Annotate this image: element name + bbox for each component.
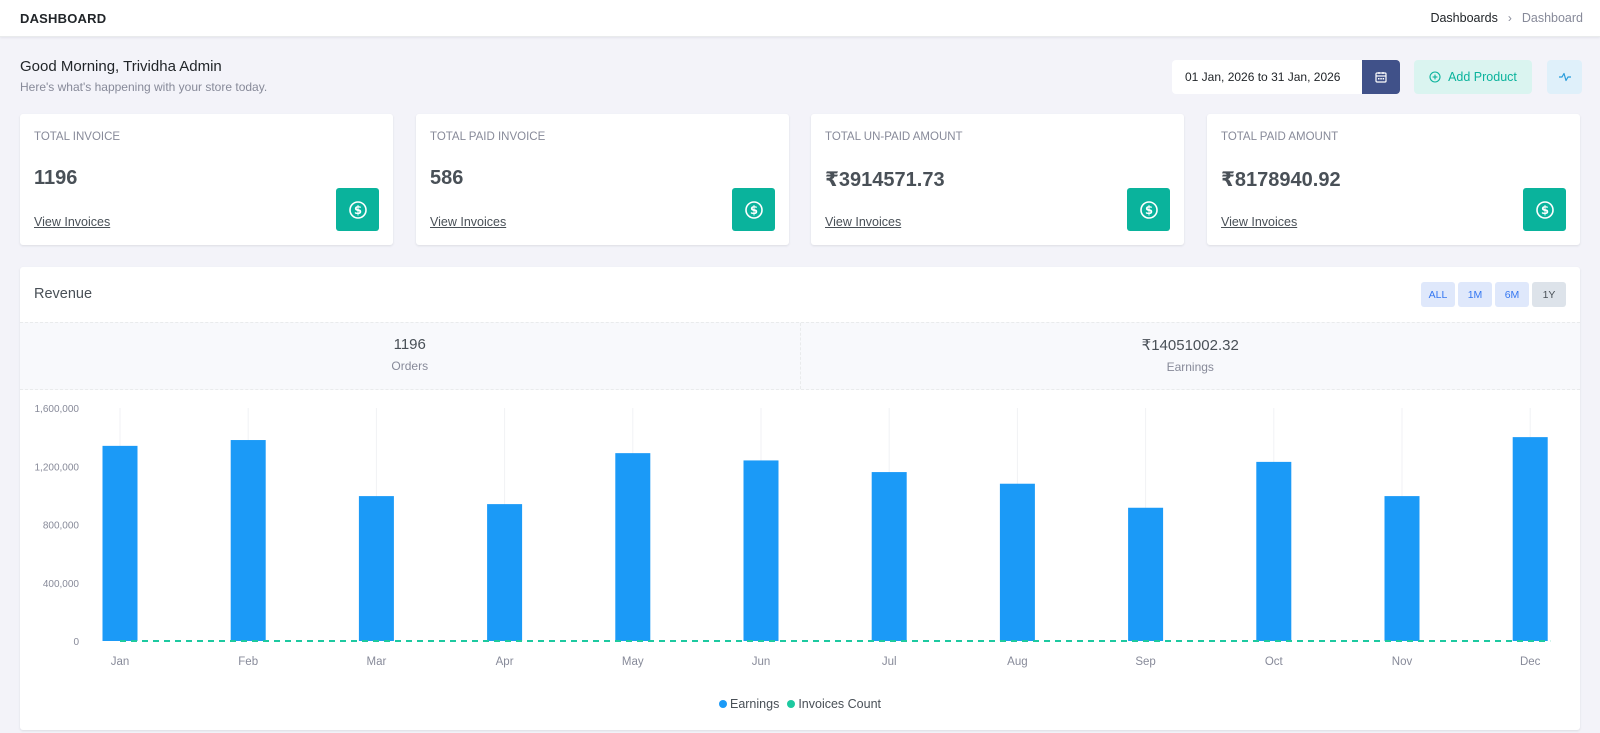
earnings-bar[interactable]: [615, 453, 651, 641]
svg-text:$: $: [353, 203, 361, 217]
earnings-bar[interactable]: [871, 472, 907, 641]
dollar-icon: $: [1535, 200, 1554, 219]
legend-earnings-dot: [718, 700, 727, 708]
x-tick-label: Sep: [1135, 656, 1155, 668]
earnings-label: Earnings: [1166, 360, 1214, 374]
earnings-bar[interactable]: [1128, 507, 1164, 641]
top-bar: DASHBOARD Dashboards › Dashboard: [0, 0, 1600, 37]
pulse-icon: [1558, 72, 1571, 82]
legend-invoices-dot: [787, 700, 796, 708]
breadcrumb: Dashboards › Dashboard: [1430, 11, 1583, 25]
legend-invoices-count[interactable]: Invoices Count: [787, 697, 881, 711]
y-tick-label: 400,000: [43, 579, 80, 590]
breadcrumb-separator-icon: ›: [1507, 11, 1512, 25]
svg-text:$: $: [749, 203, 757, 217]
view-invoices-link[interactable]: View Invoices: [430, 215, 507, 229]
x-tick-label: Jun: [752, 656, 771, 668]
chart-legend: Earnings Invoices Count: [20, 697, 1580, 711]
card-label: TOTAL INVOICE: [34, 131, 121, 143]
card-icon-box: $: [1127, 188, 1170, 231]
add-product-label: Add Product: [1448, 70, 1517, 84]
total-unpaid-amount-card: TOTAL UN-PAID AMOUNT ₹3914571.73 View In…: [811, 114, 1184, 245]
card-label: TOTAL UN-PAID AMOUNT: [825, 131, 963, 143]
earnings-bar[interactable]: [1384, 496, 1420, 641]
earnings-bar[interactable]: [743, 460, 779, 641]
earnings-bar[interactable]: [230, 440, 266, 641]
y-tick-label: 800,000: [43, 521, 80, 532]
card-icon-box: $: [1523, 188, 1566, 231]
x-tick-label: Jan: [111, 656, 130, 668]
y-tick-label: 0: [73, 637, 79, 648]
earnings-bar[interactable]: [1512, 437, 1548, 641]
revenue-card: Revenue ALL 1M 6M 1Y 1196 Orders ₹140510…: [20, 267, 1580, 730]
card-value: 586: [430, 167, 464, 189]
total-paid-invoice-card: TOTAL PAID INVOICE 586 View Invoices $: [416, 114, 789, 245]
card-label: TOTAL PAID INVOICE: [430, 131, 546, 143]
orders-stat: 1196 Orders: [20, 323, 800, 389]
revenue-title: Revenue: [34, 286, 93, 302]
plus-circle-icon: [1429, 71, 1441, 83]
y-tick-label: 1,600,000: [35, 404, 80, 415]
x-tick-label: Jul: [882, 656, 897, 668]
breadcrumb-current: Dashboard: [1521, 11, 1583, 25]
card-icon-box: $: [336, 188, 379, 231]
card-value: 1196: [34, 167, 78, 189]
revenue-chart: 0 400,000 800,000 1,200,000 1,600,000 Jan Feb…: [35, 404, 1551, 668]
total-paid-amount-card: TOTAL PAID AMOUNT ₹8178940.92 View Invoi…: [1207, 114, 1580, 245]
svg-text:$: $: [1144, 203, 1152, 217]
x-tick-label: Aug: [1007, 656, 1027, 668]
x-tick-label: May: [622, 656, 644, 668]
revenue-stats: 1196 Orders ₹14051002.32 Earnings: [20, 322, 1580, 390]
date-range-input[interactable]: 01 Jan, 2026 to 31 Jan, 2026: [1172, 60, 1362, 94]
filter-1m-button[interactable]: 1M: [1458, 282, 1492, 307]
x-tick-label: Apr: [496, 656, 514, 668]
x-tick-label: Mar: [366, 656, 386, 668]
dollar-icon: $: [1139, 200, 1158, 219]
greeting-subtitle: Here's what's happening with your store …: [20, 80, 268, 94]
calendar-icon: [1375, 72, 1387, 83]
orders-value: 1196: [393, 336, 426, 353]
card-label: TOTAL PAID AMOUNT: [1221, 131, 1339, 143]
earnings-value: ₹14051002.32: [1141, 337, 1239, 354]
filter-1y-button[interactable]: 1Y: [1532, 282, 1566, 307]
card-value: ₹3914571.73: [825, 169, 945, 191]
x-tick-label: Feb: [238, 656, 258, 668]
filter-all-button[interactable]: ALL: [1421, 282, 1455, 307]
activity-button[interactable]: [1547, 60, 1582, 94]
earnings-bar[interactable]: [999, 483, 1035, 641]
revenue-filters: ALL 1M 6M 1Y: [1421, 282, 1566, 307]
add-product-button[interactable]: Add Product: [1414, 60, 1532, 94]
x-tick-label: Oct: [1265, 656, 1284, 668]
filter-6m-button[interactable]: 6M: [1495, 282, 1529, 307]
legend-earnings[interactable]: Earnings: [718, 697, 780, 711]
total-invoice-card: TOTAL INVOICE 1196 View Invoices $: [20, 114, 393, 245]
legend-earnings-label: Earnings: [729, 697, 780, 711]
view-invoices-link[interactable]: View Invoices: [1221, 215, 1298, 229]
earnings-bar[interactable]: [358, 496, 394, 641]
breadcrumb-dashboards-link[interactable]: Dashboards: [1430, 11, 1498, 25]
orders-label: Orders: [391, 359, 429, 373]
earnings-stat: ₹14051002.32 Earnings: [799, 323, 1581, 389]
dollar-icon: $: [348, 200, 367, 219]
legend-invoices-label: Invoices Count: [798, 697, 882, 711]
y-tick-label: 1,200,000: [35, 462, 80, 473]
earnings-bar[interactable]: [1256, 461, 1292, 641]
card-icon-box: $: [732, 188, 775, 231]
greeting-title: Good Morning, Trividha Admin: [20, 58, 222, 75]
x-tick-label: Dec: [1520, 656, 1541, 668]
view-invoices-link[interactable]: View Invoices: [34, 215, 111, 229]
earnings-bar[interactable]: [487, 504, 523, 641]
earnings-bar[interactable]: [102, 445, 138, 641]
svg-text:$: $: [1540, 203, 1548, 217]
page-title: DASHBOARD: [20, 11, 107, 26]
calendar-button[interactable]: [1362, 60, 1400, 94]
x-tick-label: Nov: [1392, 656, 1413, 668]
card-value: ₹8178940.92: [1221, 169, 1341, 191]
view-invoices-link[interactable]: View Invoices: [825, 215, 902, 229]
dollar-icon: $: [744, 200, 763, 219]
